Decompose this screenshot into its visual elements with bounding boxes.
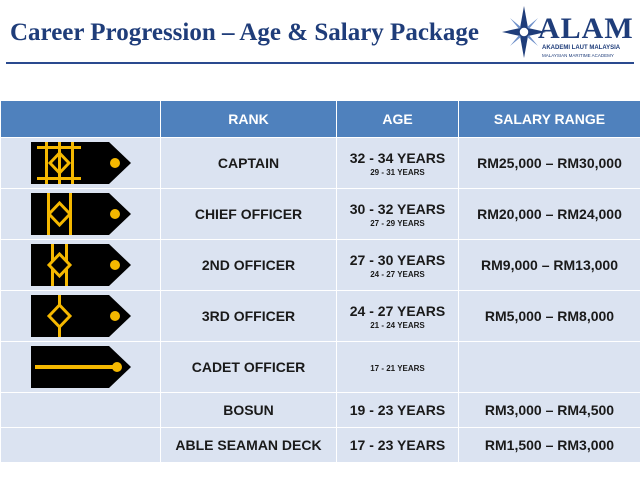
rank-cell: 3RD OFFICER xyxy=(160,290,337,342)
table-row: CAPTAIN 32 - 34 YEARS 29 - 31 YEARS RM25… xyxy=(0,137,640,189)
insignia-cell xyxy=(0,427,161,463)
age-cell: 32 - 34 YEARS 29 - 31 YEARS xyxy=(336,137,459,189)
table-row: 3RD OFFICER 24 - 27 YEARS 21 - 24 YEARS … xyxy=(0,290,640,342)
title-divider xyxy=(6,62,634,64)
header-salary: SALARY RANGE xyxy=(458,100,640,138)
third-officer-insignia-icon xyxy=(30,295,131,337)
table-row: CHIEF OFFICER 30 - 32 YEARS 27 - 29 YEAR… xyxy=(0,188,640,240)
age-range: 24 - 27 YEARS xyxy=(349,302,446,319)
age-cell: 17 - 23 YEARS xyxy=(336,427,459,463)
rank-cell: BOSUN xyxy=(160,392,337,428)
rank-cell: 2ND OFFICER xyxy=(160,239,337,291)
age-subrange: 24 - 27 YEARS xyxy=(370,269,425,279)
rank-cell: ABLE SEAMAN DECK xyxy=(160,427,337,463)
age-cell: 30 - 32 YEARS 27 - 29 YEARS xyxy=(336,188,459,240)
age-subrange: 27 - 29 YEARS xyxy=(370,218,425,228)
table-row: 2ND OFFICER 27 - 30 YEARS 24 - 27 YEARS … xyxy=(0,239,640,291)
salary-cell: RM25,000 – RM30,000 xyxy=(458,137,640,189)
age-range: 27 - 30 YEARS xyxy=(349,251,446,268)
age-subrange: 21 - 24 YEARS xyxy=(370,320,425,330)
career-table: RANK AGE SALARY RANGE CAPTAIN xyxy=(0,100,640,463)
rank-cell: CAPTAIN xyxy=(160,137,337,189)
logo-subtitle: AKADEMI LAUT MALAYSIA xyxy=(542,45,621,51)
age-cell: 27 - 30 YEARS 24 - 27 YEARS xyxy=(336,239,459,291)
age-range: 19 - 23 YEARS xyxy=(349,402,446,418)
second-officer-insignia-icon xyxy=(30,244,131,286)
salary-cell: RM20,000 – RM24,000 xyxy=(458,188,640,240)
header-insignia xyxy=(0,100,161,138)
page-title: Career Progression – Age & Salary Packag… xyxy=(10,19,479,46)
cadet-officer-insignia-icon xyxy=(30,346,131,388)
table-row: ABLE SEAMAN DECK 17 - 23 YEARS RM1,500 –… xyxy=(0,427,640,463)
age-subrange: 29 - 31 YEARS xyxy=(370,167,425,177)
compass-star-icon xyxy=(502,6,546,58)
insignia-cell xyxy=(0,188,161,240)
insignia-cell xyxy=(0,341,161,393)
chief-officer-insignia-icon xyxy=(30,193,131,235)
header-rank: RANK xyxy=(160,100,337,138)
age-range: 32 - 34 YEARS xyxy=(349,149,446,166)
logo-subtitle-english: MALAYSIAN MARITIME ACADEMY xyxy=(542,53,614,58)
age-cell: 17 - 21 YEARS xyxy=(336,341,459,393)
table-row: CADET OFFICER 17 - 21 YEARS xyxy=(0,341,640,393)
rank-cell: CADET OFFICER xyxy=(160,341,337,393)
salary-cell: RM9,000 – RM13,000 xyxy=(458,239,640,291)
age-range: 17 - 23 YEARS xyxy=(349,437,446,453)
captain-insignia-icon xyxy=(30,142,131,184)
age-subrange: 17 - 21 YEARS xyxy=(370,363,425,373)
logo-wordmark: ALAM xyxy=(538,12,634,45)
insignia-cell xyxy=(0,137,161,189)
age-range: 30 - 32 YEARS xyxy=(349,200,446,217)
age-cell: 24 - 27 YEARS 21 - 24 YEARS xyxy=(336,290,459,342)
salary-cell: RM1,500 – RM3,000 xyxy=(458,427,640,463)
table-header-row: RANK AGE SALARY RANGE xyxy=(0,100,640,138)
rank-cell: CHIEF OFFICER xyxy=(160,188,337,240)
header-age: AGE xyxy=(336,100,459,138)
insignia-cell xyxy=(0,239,161,291)
insignia-cell xyxy=(0,290,161,342)
age-cell: 19 - 23 YEARS xyxy=(336,392,459,428)
salary-cell: RM5,000 – RM8,000 xyxy=(458,290,640,342)
table-row: BOSUN 19 - 23 YEARS RM3,000 – RM4,500 xyxy=(0,392,640,428)
salary-cell: RM3,000 – RM4,500 xyxy=(458,392,640,428)
insignia-cell xyxy=(0,392,161,428)
salary-cell xyxy=(458,341,640,393)
